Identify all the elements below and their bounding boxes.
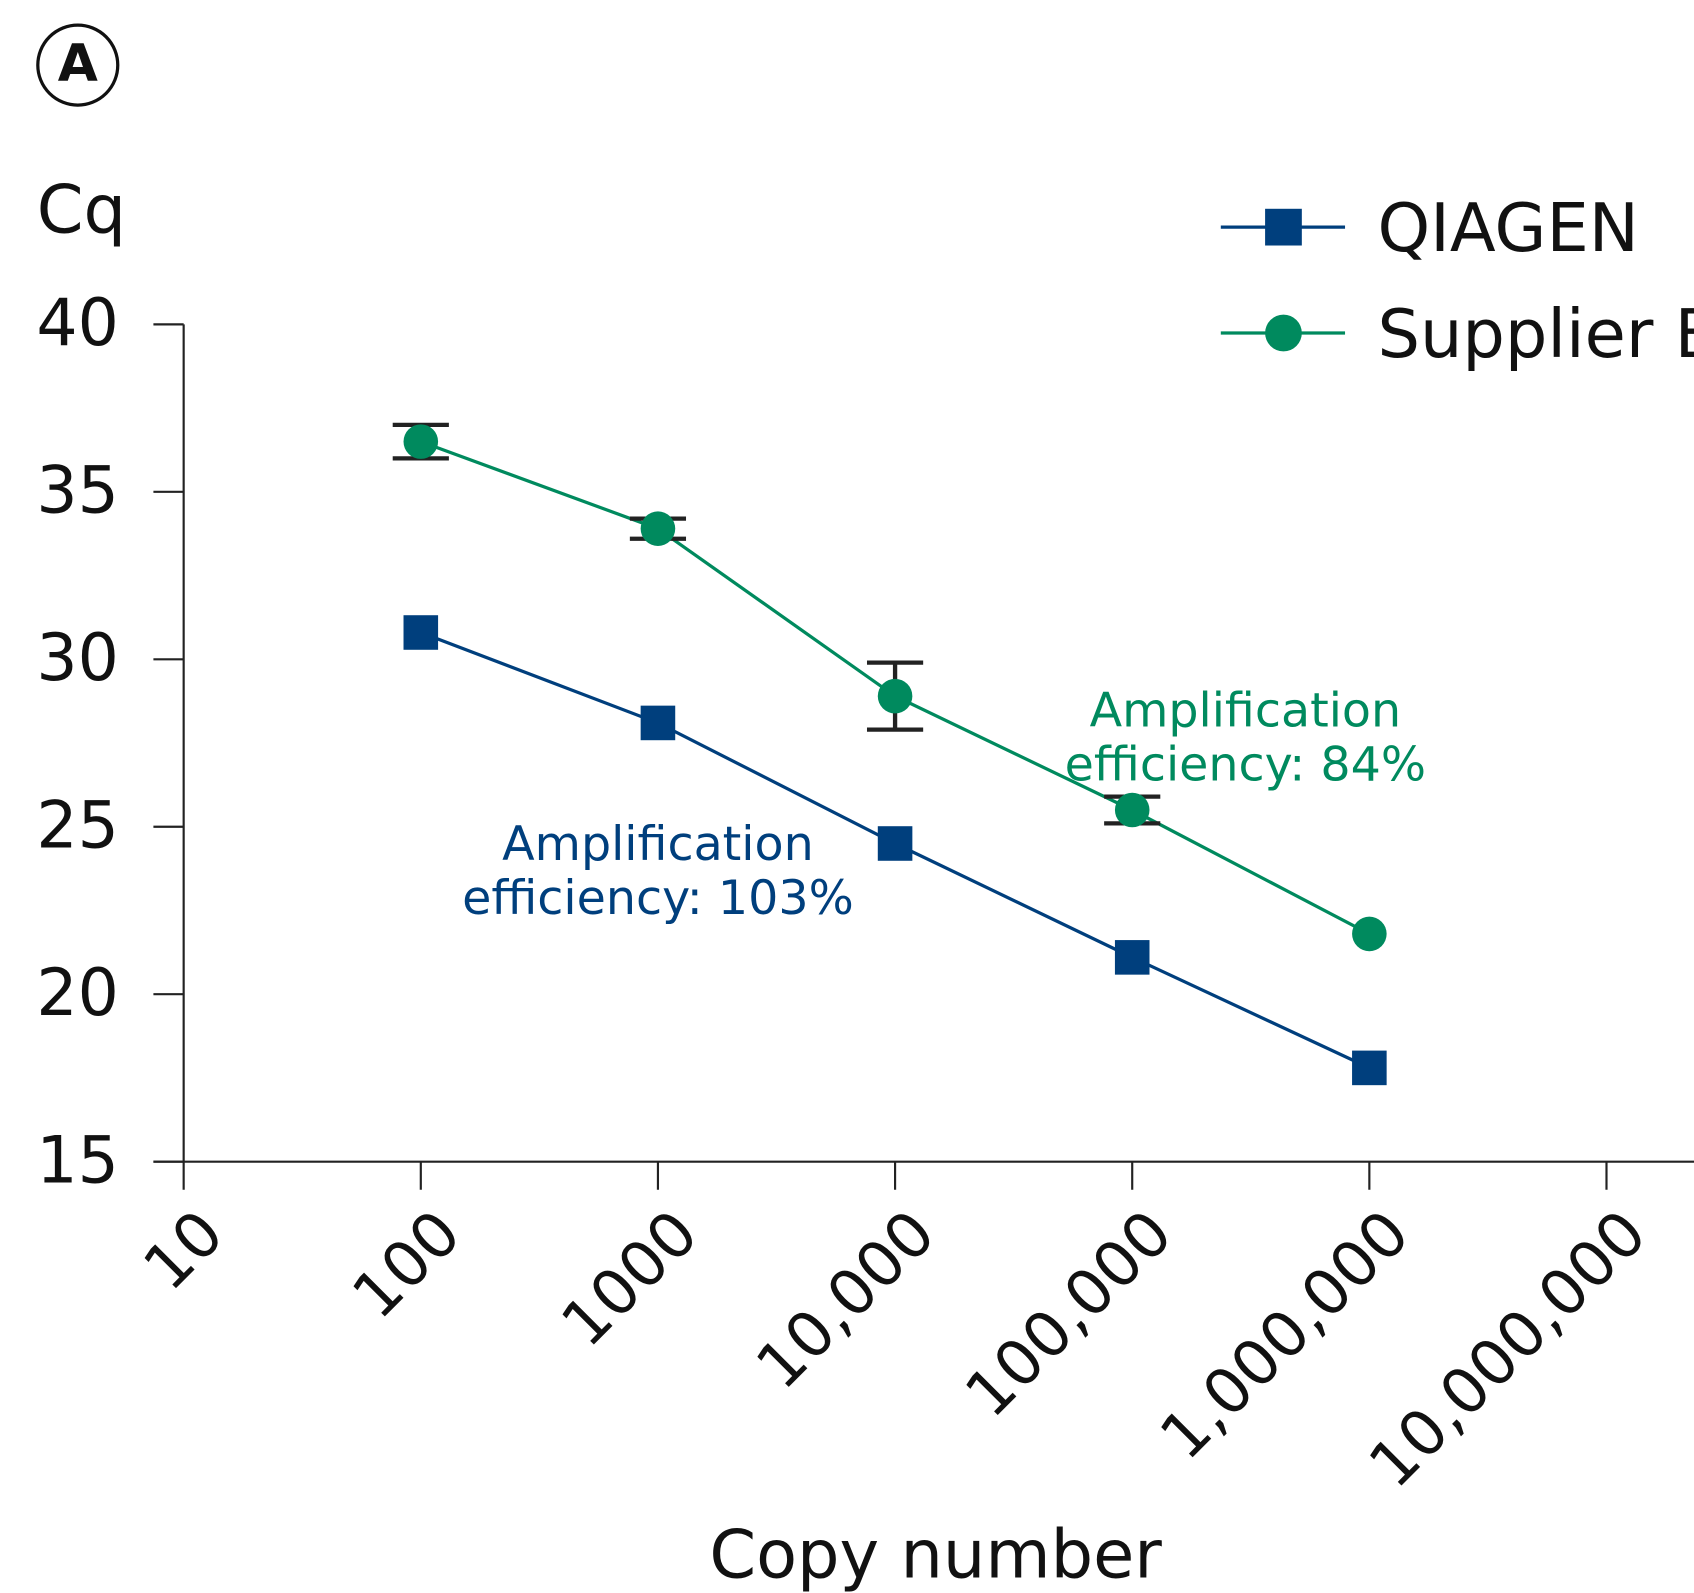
annotation: Amplification	[502, 817, 814, 872]
point	[640, 511, 676, 546]
point	[1114, 940, 1150, 975]
panel-badge	[36, 23, 120, 107]
x-tick-label: 100	[338, 1196, 474, 1332]
point	[877, 678, 913, 714]
y-axis-label: Cq	[37, 171, 126, 249]
y-tick-label: 40	[36, 286, 118, 361]
annotation: efficiency: 103%	[462, 871, 854, 926]
y-tick-label: 35	[36, 454, 118, 529]
y-tick-label: 25	[36, 789, 118, 864]
y-tick-label: 30	[36, 621, 118, 696]
legend-label: QIAGEN	[1377, 189, 1638, 267]
panel-label: A	[58, 34, 98, 94]
x-tick-label: 10	[129, 1196, 237, 1304]
x-tick-label: 100,000	[951, 1196, 1186, 1431]
legend-label: Supplier B	[1377, 295, 1694, 373]
x-axis-label: Copy number	[709, 1516, 1162, 1593]
x-tick-label: 10,000	[742, 1196, 949, 1403]
point	[1352, 916, 1387, 952]
point	[640, 705, 676, 741]
point	[403, 424, 439, 459]
legend-marker	[1265, 208, 1302, 246]
annotation: efficiency: 84%	[1065, 737, 1426, 792]
annotation: Amplification	[1090, 683, 1402, 738]
legend-marker	[1265, 314, 1302, 352]
point	[877, 826, 913, 861]
point	[1114, 792, 1150, 828]
x-tick-label: 1000	[547, 1196, 711, 1360]
point	[1352, 1050, 1387, 1086]
point	[403, 615, 439, 650]
y-tick-label: 20	[36, 956, 118, 1031]
y-tick-label: 15	[36, 1123, 118, 1198]
